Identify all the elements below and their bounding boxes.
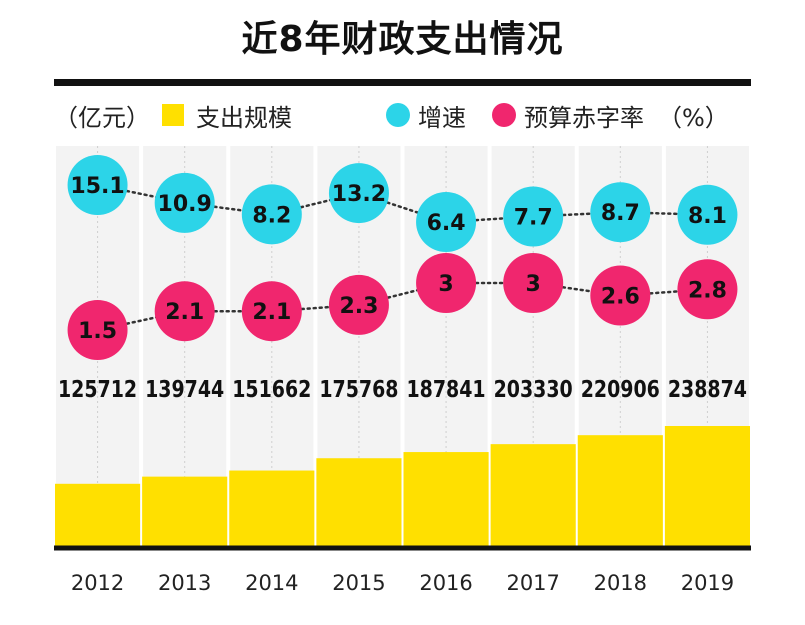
deficit-dot [503,253,564,313]
growth-dot [67,155,128,215]
legend-label-spending: 支出规模 [196,104,292,132]
deficit-dot [328,274,389,335]
spending-bar [490,444,576,548]
growth-dot [503,186,564,247]
spending-value-label: 151662 [232,377,311,403]
deficit-value-label: 2.1 [165,300,204,325]
spending-bar [403,452,489,548]
growth-value-label: 10.9 [158,192,212,217]
spending-value-label: 220906 [581,377,660,403]
x-tick-label: 2013 [158,571,211,595]
deficit-value-label: 2.6 [601,285,640,310]
deficit-dot [416,253,477,313]
spending-bar [55,483,141,548]
spending-bar [229,470,315,548]
growth-value-label: 13.2 [332,182,386,207]
x-tick-label: 2017 [506,571,559,595]
deficit-value-label: 2.1 [252,300,291,325]
spending-value-label: 175768 [319,377,398,403]
spending-value-label: 139744 [145,377,224,403]
x-tick-label: 2014 [245,571,298,595]
x-tick-label: 2015 [332,571,385,595]
legend-label-growth: 增速 [418,104,466,132]
growth-value-label: 15.1 [70,174,124,199]
spending-bar [664,426,750,548]
growth-value-label: 8.2 [252,203,291,228]
spending-value-label: 187841 [407,377,486,403]
spending-value-label: 125712 [58,377,137,403]
deficit-value-label: 1.5 [78,319,117,344]
x-tick-label: 2018 [594,571,647,595]
legend-label-deficit: 预算赤字率 [524,104,644,132]
spending-bar [577,435,663,548]
growth-dot [590,182,651,243]
growth-dot [154,172,215,233]
deficit-value-label: 3 [526,272,541,297]
deficit-dot [67,300,128,360]
deficit-value-label: 3 [438,272,453,297]
unit-right-label: （%） [658,104,729,132]
growth-value-label: 8.1 [688,204,727,229]
unit-left-label: （亿元） [54,104,150,132]
legend: （亿元） 支出规模 增速 预算赤字率 （%） [54,96,751,136]
growth-value-label: 8.7 [601,201,640,226]
legend-swatch-spending [162,104,184,126]
spending-bar [142,476,228,548]
deficit-dot [241,281,302,342]
deficit-dot [154,281,215,342]
legend-swatch-deficit [492,103,516,127]
x-tick-label: 2019 [681,571,734,595]
deficit-value-label: 2.3 [339,294,378,319]
legend-swatch-growth [386,103,410,127]
spending-value-label: 238874 [668,377,747,403]
spending-bar [316,458,402,548]
deficit-dot [677,259,738,320]
growth-dot [328,163,389,224]
growth-dot [677,184,738,245]
x-tick-label: 2012 [71,571,124,595]
chart-title: 近8年财政支出情况 [241,19,564,60]
title-rule [54,79,751,86]
deficit-value-label: 2.8 [688,278,727,303]
growth-dot [416,192,477,252]
deficit-dot [590,265,651,326]
growth-dot [241,184,302,245]
spending-value-label: 203330 [494,377,573,403]
growth-value-label: 7.7 [514,205,553,230]
growth-value-label: 6.4 [427,211,466,236]
x-tick-label: 2016 [419,571,472,595]
